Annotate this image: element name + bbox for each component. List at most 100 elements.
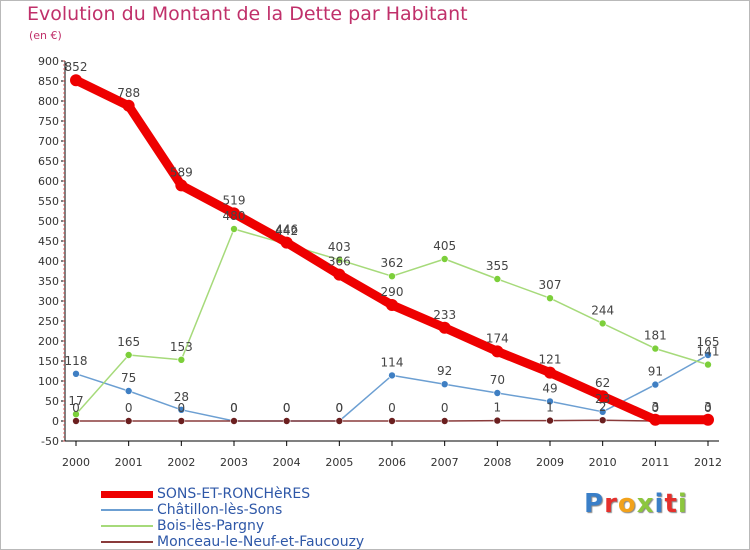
data-label: 788	[117, 86, 140, 100]
data-point	[335, 417, 344, 425]
legend-swatch	[101, 541, 153, 543]
data-point	[72, 369, 80, 378]
data-label: 0	[652, 401, 660, 415]
x-tick-label: 2003	[220, 456, 248, 469]
data-label: 114	[381, 355, 404, 369]
x-tick-label: 2010	[589, 456, 617, 469]
data-label: 0	[336, 401, 344, 415]
data-point	[651, 380, 660, 389]
data-label: 92	[437, 364, 452, 378]
data-label: 233	[433, 308, 456, 322]
data-label: 28	[174, 390, 189, 404]
data-point	[72, 417, 80, 425]
x-tick-label: 2011	[641, 456, 669, 469]
data-label: 165	[697, 335, 720, 349]
x-tick-label: 2005	[325, 456, 353, 469]
data-label: 519	[223, 193, 246, 207]
data-label: 366	[328, 255, 351, 269]
data-point	[544, 366, 556, 379]
data-label: 0	[283, 401, 291, 415]
x-tick-label: 2001	[115, 456, 143, 469]
data-label: 362	[381, 256, 404, 270]
data-label: 0	[704, 401, 712, 415]
brand-logo: Proxiti	[584, 489, 688, 519]
data-label: 0	[125, 401, 133, 415]
data-point	[175, 179, 188, 192]
data-label: 165	[117, 335, 140, 349]
data-label: 62	[595, 376, 610, 390]
y-tick-label: 0	[52, 415, 59, 428]
data-point	[546, 416, 554, 425]
data-point	[280, 236, 293, 249]
data-point	[546, 294, 554, 303]
y-tick-label: 850	[38, 75, 59, 88]
data-label: 0	[336, 401, 344, 415]
y-tick-label: 800	[38, 95, 59, 108]
legend-label: Châtillon-lès-Sons	[157, 502, 283, 518]
data-point	[440, 255, 449, 263]
data-point	[177, 417, 186, 425]
data-point	[230, 417, 238, 425]
legend-swatch	[101, 490, 153, 498]
y-tick-label: 450	[38, 235, 59, 248]
y-tick-label: 700	[38, 135, 59, 148]
y-tick-label: 200	[38, 335, 59, 348]
data-point	[177, 405, 186, 414]
brand-letter: P	[584, 489, 605, 519]
y-tick-label: 100	[38, 375, 59, 388]
data-point	[493, 275, 502, 283]
y-tick-label: 300	[38, 295, 59, 308]
data-label: 23	[595, 392, 610, 406]
data-label: 181	[644, 329, 667, 343]
data-point	[491, 345, 504, 358]
data-label: 2	[599, 400, 607, 414]
data-point	[386, 299, 398, 311]
data-label: 0	[230, 401, 238, 415]
y-tick-label: -50	[41, 435, 59, 448]
data-label: 0	[178, 401, 186, 415]
data-label: 3	[704, 400, 712, 414]
data-point	[704, 360, 712, 369]
x-tick-label: 2009	[536, 456, 564, 469]
y-tick-label: 50	[45, 395, 59, 408]
data-point	[124, 387, 133, 395]
data-label: 405	[433, 239, 456, 253]
data-point	[598, 319, 607, 328]
brand-letter: o	[617, 489, 637, 519]
data-point	[388, 417, 396, 425]
data-point	[230, 225, 238, 233]
x-tick-label: 2008	[483, 456, 511, 469]
data-point	[596, 390, 609, 403]
data-point	[546, 397, 554, 406]
data-point	[124, 417, 133, 425]
data-point	[651, 344, 660, 353]
brand-letter: i	[654, 489, 665, 519]
data-label: 75	[121, 371, 136, 385]
y-tick-label: 750	[38, 115, 59, 128]
data-label: 244	[591, 303, 614, 317]
y-tick-label: 350	[38, 275, 59, 288]
data-label: 3	[652, 400, 660, 414]
data-point	[282, 417, 291, 425]
data-label: 307	[539, 278, 562, 292]
data-point	[388, 371, 396, 380]
data-label: 290	[381, 285, 404, 299]
data-label: 118	[65, 354, 88, 368]
data-label: 442	[275, 224, 298, 238]
x-tick-label: 2006	[378, 456, 406, 469]
data-label: 403	[328, 240, 351, 254]
x-tick-label: 2002	[167, 456, 195, 469]
x-tick-label: 2007	[431, 456, 459, 469]
data-label: 141	[697, 345, 720, 359]
y-tick-label: 250	[38, 315, 59, 328]
data-label: 446	[275, 223, 298, 237]
data-point	[704, 351, 712, 359]
data-point	[440, 417, 449, 425]
data-point	[438, 321, 451, 334]
data-label: 174	[486, 331, 509, 345]
data-label: 480	[223, 209, 246, 223]
y-tick-label: 400	[38, 255, 59, 268]
y-tick-label: 550	[38, 195, 59, 208]
